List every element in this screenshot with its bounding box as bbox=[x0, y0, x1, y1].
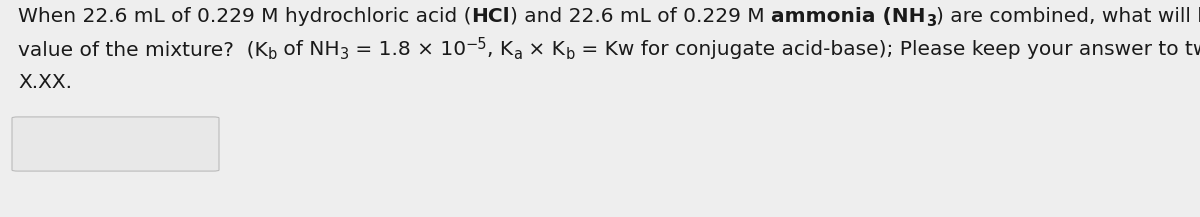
Text: When 22.6 mL of 0.229 M hydrochloric acid (: When 22.6 mL of 0.229 M hydrochloric aci… bbox=[18, 7, 472, 26]
Text: of NH: of NH bbox=[277, 40, 340, 59]
Text: × K: × K bbox=[522, 40, 565, 59]
Text: 3: 3 bbox=[340, 47, 349, 62]
Text: , K: , K bbox=[487, 40, 514, 59]
Text: = Kw for conjugate acid-base); Please keep your answer to two decimal place: = Kw for conjugate acid-base); Please ke… bbox=[575, 40, 1200, 59]
Text: HCl: HCl bbox=[472, 7, 510, 26]
Text: = 1.8 × 10: = 1.8 × 10 bbox=[349, 40, 466, 59]
Text: b: b bbox=[268, 47, 277, 62]
Text: 3: 3 bbox=[925, 14, 936, 29]
Text: ammonia (NH: ammonia (NH bbox=[772, 7, 925, 26]
Text: ) are combined, what will be the pH: ) are combined, what will be the pH bbox=[936, 7, 1200, 26]
Text: value of the mixture?  (K: value of the mixture? (K bbox=[18, 40, 268, 59]
Text: a: a bbox=[514, 47, 522, 62]
Text: X.XX.: X.XX. bbox=[18, 73, 72, 92]
Text: −5: −5 bbox=[466, 37, 487, 52]
Text: b: b bbox=[565, 47, 575, 62]
Text: ) and 22.6 mL of 0.229 M: ) and 22.6 mL of 0.229 M bbox=[510, 7, 772, 26]
